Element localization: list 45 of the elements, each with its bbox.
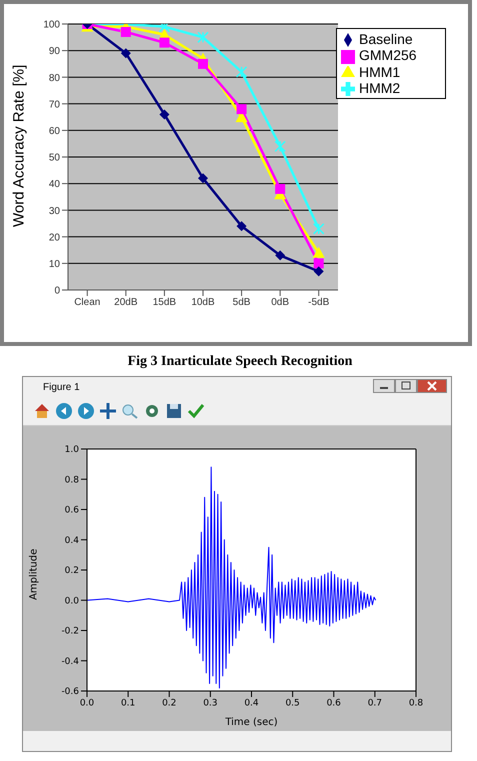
y-tick-label: 20	[48, 232, 60, 244]
x-tick-label: 0.2	[162, 698, 176, 708]
y-tick-label: 60	[48, 126, 60, 137]
x-tick-label: 0.7	[368, 698, 382, 708]
x-tick-label: Clean	[74, 297, 100, 308]
x-tick-label: 10dB	[191, 297, 216, 308]
y-tick-label: 0.4	[64, 536, 80, 546]
y-tick-label: -0.4	[61, 656, 80, 667]
x-tick-label: 0.1	[120, 698, 136, 708]
caption: Figure 1	[43, 382, 80, 392]
y-tick-label: -0.2	[61, 626, 79, 637]
y-tick-label: 0.0	[64, 596, 80, 606]
x-tick-label: 0.6	[326, 698, 342, 708]
x-axis-title: Time (sec)	[224, 717, 278, 728]
x-tick-label: 0dB	[271, 297, 290, 308]
x-tick-label: 0.4	[244, 698, 259, 708]
x-tick-label: 0.5	[285, 698, 300, 708]
legend-label: GMM256	[359, 47, 417, 64]
y-tick-label: 1.0	[64, 445, 80, 456]
legend-label: HMM1	[359, 64, 400, 80]
y-tick-label: 30	[48, 206, 60, 217]
x-tick-label: 5dB	[232, 297, 251, 308]
y-tick-label: 0.6	[64, 506, 80, 516]
x-tick-label: 0.3	[203, 698, 218, 708]
x-tick-label: 15dB	[152, 297, 176, 308]
y-tick-label: 40	[48, 179, 60, 190]
y-tick-label: 0.2	[64, 566, 79, 576]
y-axis-title: Amplitude	[28, 548, 40, 600]
legend-label: HMM2	[359, 80, 400, 96]
y-tick-label: 50	[48, 152, 60, 164]
y-tick-label: 90	[48, 46, 60, 58]
y-tick-label: 70	[48, 99, 60, 110]
y-tick-label: 0.8	[64, 475, 80, 486]
text: Fig 3 Inarticulate Speech Recognition	[126, 354, 354, 370]
y-tick-label: 10	[48, 258, 60, 270]
y-tick-label: -0.6	[61, 687, 80, 698]
x-tick-label: 20dB	[114, 297, 138, 308]
y-tick-label: 80	[48, 72, 60, 84]
y-axis-title: Word Accuracy Rate [%]	[10, 64, 28, 227]
y-tick-label: 0	[54, 286, 60, 297]
x-tick-label: 0.8	[408, 698, 424, 708]
legend-label: Baseline	[359, 31, 413, 47]
x-tick-label: -5dB	[308, 297, 330, 308]
x-tick-label: 0.0	[80, 698, 94, 708]
y-tick-label: 100	[43, 20, 60, 31]
